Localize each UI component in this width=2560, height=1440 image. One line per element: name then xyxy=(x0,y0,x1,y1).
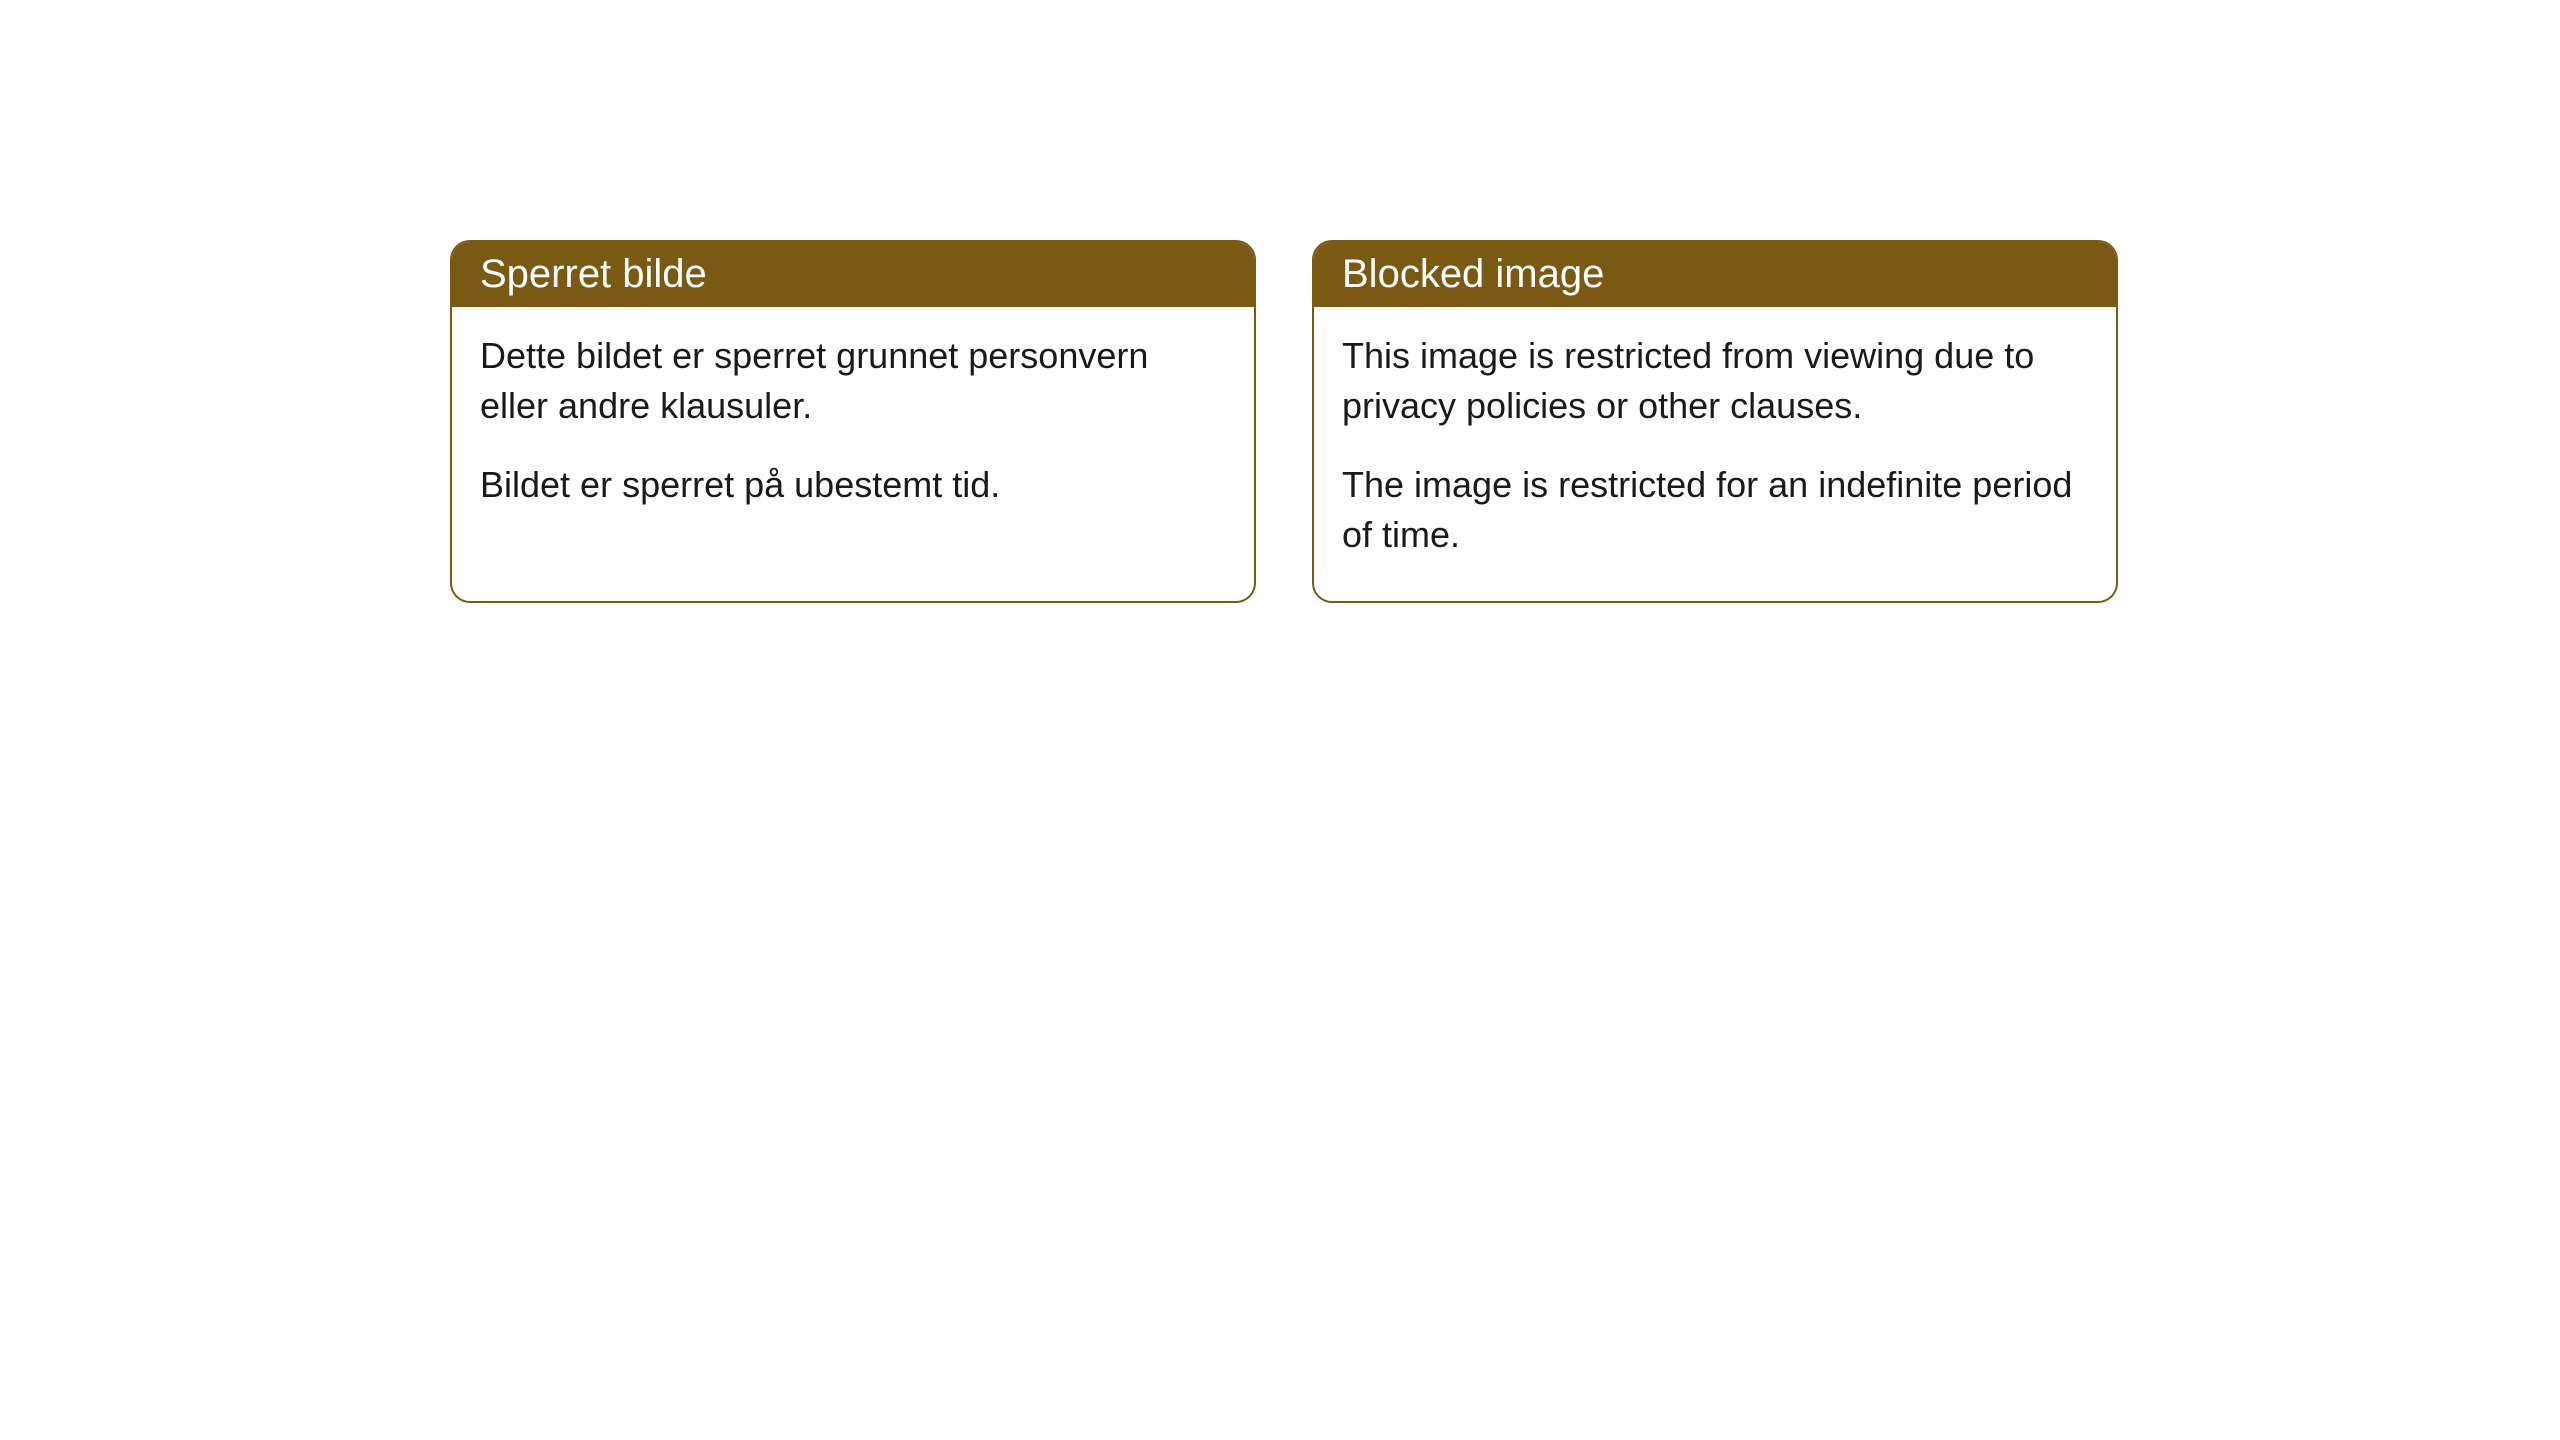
card-header: Sperret bilde xyxy=(452,242,1254,307)
card-paragraph-1: Dette bildet er sperret grunnet personve… xyxy=(480,331,1226,432)
blocked-image-card-english: Blocked image This image is restricted f… xyxy=(1312,240,2118,603)
card-title: Blocked image xyxy=(1342,252,1604,296)
card-paragraph-1: This image is restricted from viewing du… xyxy=(1342,331,2088,432)
blocked-image-card-norwegian: Sperret bilde Dette bildet er sperret gr… xyxy=(450,240,1256,603)
card-title: Sperret bilde xyxy=(480,252,707,296)
cards-container: Sperret bilde Dette bildet er sperret gr… xyxy=(450,240,2560,603)
card-body: This image is restricted from viewing du… xyxy=(1314,307,2116,601)
card-paragraph-2: Bildet er sperret på ubestemt tid. xyxy=(480,460,1226,510)
card-body: Dette bildet er sperret grunnet personve… xyxy=(452,307,1254,550)
card-paragraph-2: The image is restricted for an indefinit… xyxy=(1342,460,2088,561)
card-header: Blocked image xyxy=(1314,242,2116,307)
